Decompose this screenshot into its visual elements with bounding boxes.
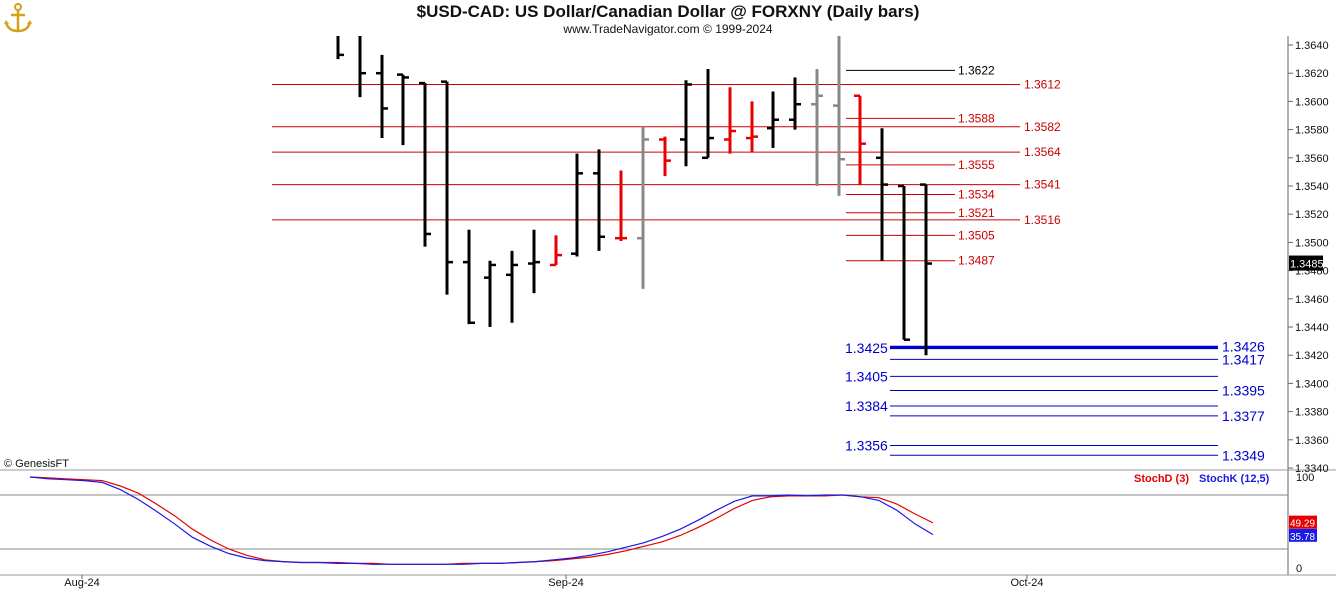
chart-header: $USD-CAD: US Dollar/Canadian Dollar @ FO… — [0, 0, 1336, 36]
stoch-d-line — [29, 476, 934, 565]
resistance-label: 1.3582 — [1024, 120, 1061, 134]
resistance-label: 1.3541 — [1024, 178, 1061, 192]
last-price-marker — [1289, 255, 1323, 271]
resistance-label: 1.3622 — [958, 63, 995, 77]
resistance-label: 1.3505 — [958, 228, 995, 242]
resistance-label: 1.3521 — [958, 206, 995, 220]
stoch-d-value: 49.29 — [1290, 519, 1315, 530]
ohlc-bar — [659, 136, 671, 177]
ohlc-bar — [702, 68, 714, 160]
stoch-d-marker — [1289, 515, 1317, 529]
ohlc-bar — [397, 73, 409, 146]
y-tick-label: 1.3340 — [1295, 463, 1329, 475]
support-label: 1.3426 — [1222, 339, 1265, 355]
ohlc-bar — [680, 80, 692, 167]
ohlc-bar — [336, 36, 344, 60]
x-tick-label: Oct-24 — [1010, 577, 1043, 589]
support-label: 1.3425 — [845, 340, 888, 356]
x-tick-label: Sep-24 — [548, 577, 583, 589]
y-tick-label: 1.3620 — [1295, 68, 1329, 80]
resistance-label: 1.3516 — [1024, 213, 1061, 227]
copyright-label: © GenesisFT — [4, 458, 69, 470]
ohlc-bar — [898, 184, 910, 341]
chart-frame — [0, 36, 1336, 576]
ohlc-bars — [336, 36, 932, 356]
support-label: 1.3384 — [845, 398, 888, 414]
time-axis: Aug-24 Sep-24 Oct-24 — [64, 575, 1044, 589]
ohlc-bar — [550, 235, 562, 267]
price-levels: 1.3622 1.3612 1.3588 1.3582 1.3564 1.3555 1.35… — [272, 63, 1265, 463]
ohlc-bar — [484, 260, 496, 327]
ohlc-bar — [376, 54, 388, 139]
ohlc-bar — [571, 153, 583, 257]
y-tick-label: 1.3640 — [1295, 40, 1329, 52]
ohlc-bar — [358, 36, 366, 98]
ohlc-bar — [876, 128, 888, 261]
resistance-label: 1.3534 — [958, 187, 995, 201]
anchor-icon — [4, 3, 32, 33]
support-label: 1.3349 — [1222, 447, 1265, 463]
ohlc-bar — [441, 80, 453, 295]
ohlc-bar — [593, 149, 605, 251]
chart-title: $USD-CAD: US Dollar/Canadian Dollar @ FO… — [416, 2, 920, 21]
y-tick-label: 1.3420 — [1295, 350, 1329, 362]
ohlc-bar — [920, 183, 932, 356]
y-tick-label: 1.3580 — [1295, 125, 1329, 137]
support-label: 1.3395 — [1222, 382, 1265, 398]
ohlc-bar — [833, 36, 845, 196]
ohlc-bar — [615, 170, 627, 241]
ohlc-bar — [506, 250, 518, 323]
y-tick-label: 1.3380 — [1295, 407, 1329, 419]
ohlc-bar — [789, 77, 801, 130]
y-tick-label: 1.3500 — [1295, 237, 1329, 249]
y-tick-label: 1.3540 — [1295, 181, 1329, 193]
resistance-label: 1.3612 — [1024, 77, 1061, 91]
stoch-tick-label: 0 — [1296, 563, 1302, 575]
support-label: 1.3417 — [1222, 351, 1265, 367]
price-axis: 1.3640 1.3620 1.3600 1.3580 1.3560 1.3540 1.35… — [1288, 40, 1329, 475]
ohlc-bar — [419, 81, 431, 247]
ohlc-bar — [811, 68, 823, 186]
stochastic-panel: StochD (3) StochK (12,5) 100 0 49.29 35.78 — [0, 472, 1317, 575]
y-tick-label: 1.3400 — [1295, 378, 1329, 390]
stoch-d-legend: StochD (3) — [1134, 473, 1189, 485]
ohlc-bar — [724, 87, 736, 154]
y-tick-label: 1.3560 — [1295, 153, 1329, 165]
chart-subtitle: www.TradeNavigator.com © 1999-2024 — [563, 22, 773, 36]
support-label: 1.3356 — [845, 437, 888, 453]
stoch-k-legend: StochK (12,5) — [1199, 473, 1270, 485]
ohlc-bar — [854, 94, 866, 185]
resistance-label: 1.3487 — [958, 254, 995, 268]
y-tick-label: 1.3520 — [1295, 209, 1329, 221]
resistance-label: 1.3564 — [1024, 145, 1061, 159]
support-label: 1.3405 — [845, 368, 888, 384]
ohlc-bar — [528, 229, 540, 294]
y-tick-label: 1.3360 — [1295, 435, 1329, 447]
y-tick-label: 1.3440 — [1295, 322, 1329, 334]
last-price-label: 1.3485 — [1290, 259, 1324, 271]
x-tick-label: Aug-24 — [64, 577, 99, 589]
ohlc-bar — [746, 101, 758, 153]
stoch-tick-label: 100 — [1296, 472, 1314, 484]
ohlc-bar — [637, 126, 649, 289]
stoch-k-line — [29, 476, 934, 565]
ohlc-bar — [767, 91, 779, 148]
resistance-label: 1.3555 — [958, 158, 995, 172]
ohlc-bar — [463, 229, 475, 325]
support-label: 1.3377 — [1222, 408, 1265, 424]
resistance-label: 1.3588 — [958, 111, 995, 125]
y-tick-label: 1.3600 — [1295, 96, 1329, 108]
stoch-k-marker — [1289, 528, 1317, 542]
y-tick-label: 1.3460 — [1295, 294, 1329, 306]
stoch-k-value: 35.78 — [1290, 532, 1315, 543]
